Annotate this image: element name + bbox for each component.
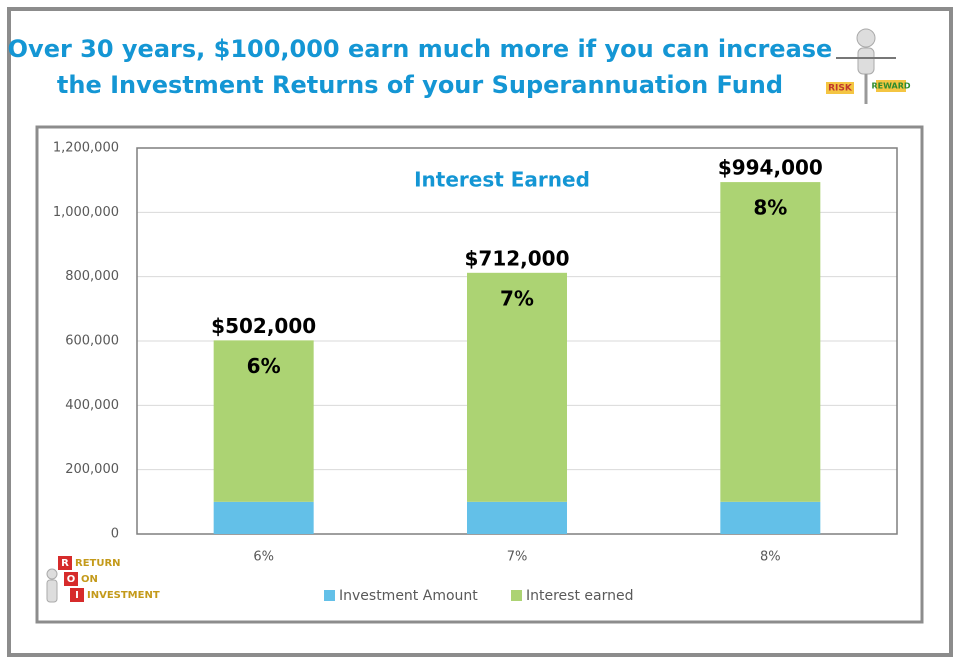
risk-label: RISK	[828, 84, 853, 94]
y-tick-label: 0	[111, 527, 119, 542]
roi-word: ON	[81, 574, 98, 585]
data-label: $994,000	[718, 156, 823, 180]
reward-label: REWARD	[871, 82, 910, 91]
y-tick-label: 200,000	[65, 462, 119, 477]
roi-icon: R O I RETURN ON INVESTMENT	[46, 556, 160, 603]
bar-segment	[467, 501, 567, 534]
bar-annotation: 8%	[753, 196, 787, 220]
bar-annotation: 6%	[247, 354, 281, 378]
bar-segment	[213, 501, 314, 534]
bar-segment	[720, 182, 821, 502]
roi-word: INVESTMENT	[87, 590, 160, 601]
x-tick-label: 8%	[760, 550, 781, 565]
risk-reward-icon: RISK REWARD	[826, 28, 911, 104]
roi-word: RETURN	[75, 558, 121, 569]
y-tick-label: 600,000	[65, 334, 119, 349]
bar-segment	[467, 272, 567, 502]
title: the Investment Returns of your Superannu…	[57, 71, 783, 99]
bar-segment	[213, 340, 314, 502]
chart-subtitle: Interest Earned	[414, 168, 590, 192]
y-tick-label: 800,000	[65, 269, 119, 284]
x-tick-label: 7%	[507, 550, 528, 565]
legend-label: Investment Amount	[339, 588, 478, 604]
legend-swatch	[511, 590, 522, 601]
bar-annotation: 7%	[500, 286, 534, 310]
chart: 0 200,000 400,000 600,000 800,000 1,000,000 1,…	[53, 141, 898, 604]
y-tick-label: 1,200,000	[53, 141, 119, 156]
legend-label: Interest earned	[526, 588, 633, 604]
y-tick-label: 400,000	[65, 398, 119, 413]
data-label: $712,000	[464, 246, 569, 270]
y-tick-label: 1,000,000	[53, 205, 119, 220]
data-label: $502,000	[211, 314, 316, 338]
x-tick-label: 6%	[253, 550, 274, 565]
legend-swatch	[324, 590, 335, 601]
roi-letter: I	[75, 590, 79, 601]
roi-letter: O	[67, 574, 76, 585]
outer-frame	[7, 7, 953, 657]
bar-segment	[720, 501, 821, 534]
title: Over 30 years, $100,000 earn much more i…	[8, 35, 833, 63]
roi-letter: R	[61, 558, 69, 569]
